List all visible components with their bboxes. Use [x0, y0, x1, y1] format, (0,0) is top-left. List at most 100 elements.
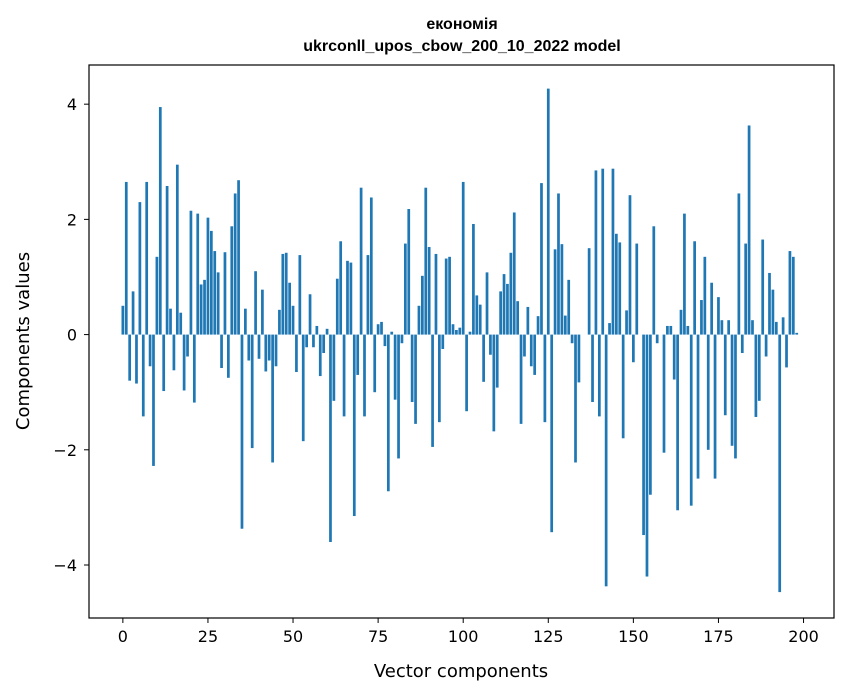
- bar: [223, 252, 227, 335]
- x-tick-label: 0: [118, 627, 128, 646]
- bar: [506, 283, 509, 335]
- bar: [717, 297, 720, 335]
- bar: [400, 334, 404, 344]
- bar: [417, 305, 421, 335]
- bar: [312, 334, 315, 348]
- bar: [669, 325, 673, 335]
- bar: [649, 334, 652, 495]
- bar: [672, 334, 676, 380]
- bar: [274, 334, 278, 367]
- bar: [666, 325, 669, 335]
- y-tick-label: 0: [67, 326, 77, 345]
- bar: [604, 334, 608, 587]
- bar: [427, 247, 431, 335]
- bar: [356, 334, 360, 375]
- bar: [706, 334, 710, 450]
- bar: [781, 317, 785, 335]
- y-tick-label: 2: [67, 210, 77, 229]
- bar: [203, 279, 206, 335]
- bar: [131, 291, 135, 335]
- bar: [461, 181, 465, 335]
- bar: [237, 180, 240, 335]
- bar: [315, 325, 319, 335]
- bar: [509, 252, 513, 335]
- bar: [788, 251, 792, 335]
- x-tick-label: 125: [533, 627, 564, 646]
- bar: [257, 334, 261, 359]
- bar: [455, 329, 458, 335]
- bar: [288, 282, 291, 335]
- bar: [124, 181, 128, 335]
- bar: [519, 334, 523, 424]
- bar: [642, 334, 645, 536]
- y-tick-label: 4: [67, 95, 77, 114]
- bar: [121, 305, 125, 335]
- bar: [250, 334, 254, 449]
- bar: [175, 164, 179, 335]
- bar: [472, 223, 475, 335]
- bar: [689, 334, 693, 506]
- bar: [740, 334, 744, 354]
- bar: [693, 241, 696, 335]
- x-axis-label: Vector components: [374, 661, 548, 682]
- bar: [444, 258, 448, 335]
- bar: [172, 334, 176, 371]
- bar: [540, 183, 543, 335]
- bar: [751, 320, 754, 335]
- bar: [209, 230, 213, 335]
- bar: [155, 256, 159, 335]
- bar: [165, 185, 169, 335]
- bar: [679, 309, 683, 335]
- bar: [560, 244, 564, 335]
- bar: [577, 334, 581, 383]
- bar: [227, 334, 230, 378]
- bar: [414, 334, 417, 424]
- bar: [574, 334, 577, 463]
- bar: [216, 272, 220, 335]
- bar: [386, 334, 390, 492]
- bar: [247, 334, 251, 361]
- bar: [363, 334, 366, 417]
- bar: [768, 272, 771, 335]
- bar: [621, 334, 625, 439]
- y-tick-label: −2: [53, 441, 77, 460]
- bar: [380, 321, 383, 335]
- bar: [271, 334, 274, 463]
- bar: [186, 334, 189, 357]
- bar: [301, 334, 305, 442]
- bar: [546, 88, 550, 335]
- bar: [138, 202, 142, 335]
- bar: [533, 334, 537, 375]
- bar: [795, 332, 799, 335]
- bar: [383, 334, 387, 347]
- bar: [757, 334, 761, 401]
- bar: [421, 275, 424, 335]
- chart-subtitle: ukrconll_upos_cbow_200_10_2022 model: [303, 38, 620, 55]
- bars-group: [121, 88, 799, 593]
- bar: [608, 323, 611, 335]
- bar: [135, 334, 138, 384]
- bar: [570, 334, 574, 344]
- bar: [349, 262, 353, 335]
- bar: [512, 212, 516, 335]
- bar: [373, 334, 377, 393]
- bar: [587, 248, 591, 335]
- bar: [295, 334, 298, 373]
- bar: [451, 324, 455, 335]
- bar: [329, 334, 332, 542]
- bar: [141, 334, 145, 417]
- bar: [342, 334, 346, 417]
- bar: [308, 294, 312, 335]
- bar: [482, 334, 485, 382]
- bar: [352, 334, 356, 517]
- bar: [489, 334, 492, 355]
- bar: [233, 193, 237, 335]
- bar: [652, 226, 656, 335]
- bar: [335, 278, 339, 335]
- bar: [526, 306, 530, 335]
- bar: [754, 334, 758, 417]
- bar: [458, 327, 462, 335]
- bar: [676, 334, 679, 511]
- bar: [281, 253, 285, 335]
- bar: [325, 328, 329, 335]
